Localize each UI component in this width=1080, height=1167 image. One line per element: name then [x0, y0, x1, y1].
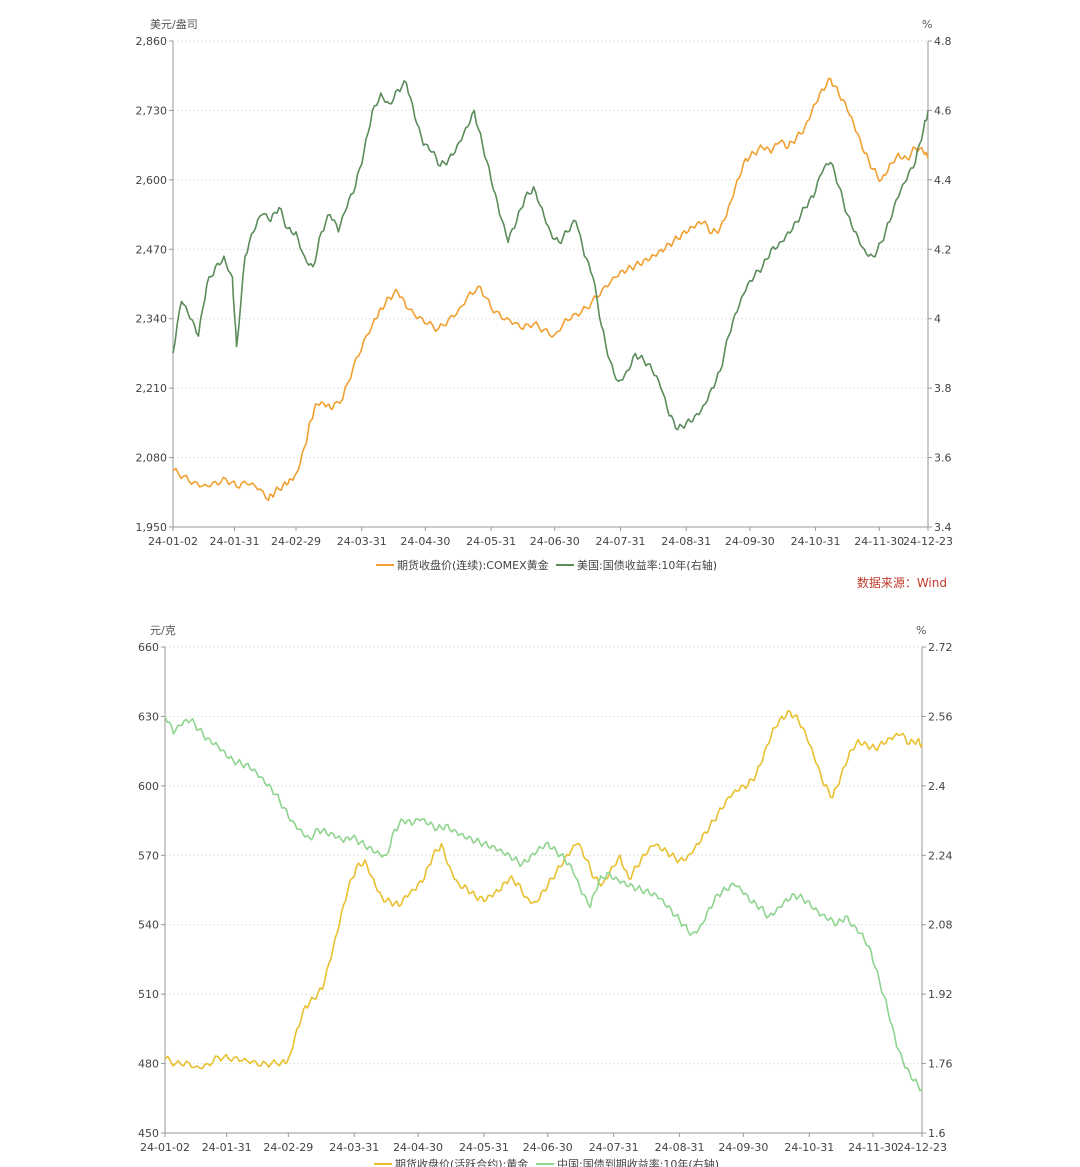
y-right-tick-label: 1.76: [928, 1058, 953, 1071]
x-tick-label: 24-01-31: [202, 1141, 252, 1154]
series-line-2: [172, 80, 929, 431]
y-right-tick-label: 1.92: [928, 988, 953, 1001]
y-left-tick-label: 540: [138, 919, 159, 932]
chart-1-gridlines: [173, 40, 928, 459]
y-right-tick-label: 4: [934, 313, 941, 326]
y-left-tick-label: 2,210: [136, 382, 168, 395]
legend-label-comex-gold: 期货收盘价(连续):COMEX黄金: [397, 558, 549, 572]
chart-2-x-ticks: 24-01-02 24-01-31 24-02-29 24-03-31 24-04-30…: [140, 1133, 947, 1154]
x-tick-label: 24-12-23: [897, 1141, 947, 1154]
legend-label-shfe-gold: 期货收盘价(活跃合约):黄金: [395, 1157, 528, 1167]
y-left-tick-label: 2,860: [136, 35, 168, 48]
chart-2-left-ticks: 450 480 510 540 570 600 630 660: [138, 641, 165, 1140]
chart-2-left-unit: 元/克: [150, 624, 176, 637]
x-tick-label: 24-02-29: [263, 1141, 313, 1154]
chart-1-left-unit: 美元/盎司: [150, 17, 198, 31]
chart-1-legend: 期货收盘价(连续):COMEX黄金 美国:国债收益率:10年(右轴): [376, 558, 717, 572]
x-tick-label: 24-09-30: [718, 1141, 768, 1154]
y-right-tick-label: 2.72: [928, 641, 953, 654]
x-tick-label: 24-06-30: [530, 535, 580, 548]
y-right-tick-label: 4.8: [934, 35, 952, 48]
y-left-tick-label: 660: [138, 641, 159, 654]
y-left-tick-label: 2,470: [136, 243, 168, 256]
chart-1-right-unit: %: [922, 18, 932, 31]
x-tick-label: 24-09-30: [725, 535, 775, 548]
x-tick-label: 24-01-02: [148, 535, 198, 548]
y-right-tick-label: 3.6: [934, 452, 952, 465]
chart-1: 美元/盎司 % 1,950 2,080 2,210 2,340 2,470 2,600 2,…: [136, 17, 953, 590]
series-line-1: [172, 77, 929, 502]
y-left-tick-label: 2,730: [136, 104, 168, 117]
chart-1-series: [172, 77, 929, 502]
y-left-tick-label: 1,950: [136, 521, 168, 534]
chart-1-x-ticks: 24-01-02 24-01-31 24-02-29 24-03-31 24-04-30…: [148, 527, 953, 548]
x-tick-label: 24-03-31: [337, 535, 387, 548]
x-tick-label: 24-11-30: [848, 1141, 898, 1154]
y-right-tick-label: 4.6: [934, 104, 952, 117]
legend-label-cn-10y: 中国:国债到期收益率:10年(右轴): [557, 1157, 719, 1167]
source-note: 数据来源：Wind: [857, 575, 947, 590]
x-tick-label: 24-11-30: [854, 535, 904, 548]
y-right-tick-label: 2.4: [928, 780, 946, 793]
y-left-tick-label: 450: [138, 1127, 159, 1140]
chart-1-right-ticks: 3.4 3.6 3.8 4 4.2 4.4 4.6 4.8: [928, 35, 952, 534]
x-tick-label: 24-04-30: [393, 1141, 443, 1154]
chart-2-right-unit: %: [916, 624, 926, 637]
y-right-tick-label: 4.2: [934, 243, 952, 256]
y-left-tick-label: 600: [138, 780, 159, 793]
x-tick-label: 24-04-30: [400, 535, 450, 548]
x-tick-label: 24-01-31: [210, 535, 260, 548]
x-tick-label: 24-02-29: [271, 535, 321, 548]
chart-2-legend: 期货收盘价(活跃合约):黄金 中国:国债到期收益率:10年(右轴): [374, 1157, 719, 1167]
y-right-tick-label: 1.6: [928, 1127, 946, 1140]
chart-2-series: [164, 709, 923, 1092]
series-line-2: [164, 716, 923, 1092]
x-tick-label: 24-10-31: [791, 535, 841, 548]
x-tick-label: 24-06-30: [523, 1141, 573, 1154]
series-line-1: [164, 709, 923, 1070]
y-right-tick-label: 2.24: [928, 849, 953, 862]
y-right-tick-label: 2.56: [928, 710, 953, 723]
chart-1-left-ticks: 1,950 2,080 2,210 2,340 2,470 2,600 2,730 2,860: [136, 35, 173, 534]
y-right-tick-label: 3.8: [934, 382, 952, 395]
x-tick-label: 24-07-31: [596, 535, 646, 548]
x-tick-label: 24-07-31: [589, 1141, 639, 1154]
chart-2-right-ticks: 1.6 1.76 1.92 2.08 2.24 2.4 2.56 2.72: [922, 641, 953, 1140]
x-tick-label: 24-05-31: [459, 1141, 509, 1154]
y-right-tick-label: 4.4: [934, 174, 952, 187]
legend-label-us-10y: 美国:国债收益率:10年(右轴): [577, 558, 717, 572]
y-right-tick-label: 2.08: [928, 919, 953, 932]
y-left-tick-label: 480: [138, 1058, 159, 1071]
chart-2-gridlines: [165, 646, 922, 1065]
y-left-tick-label: 2,080: [136, 452, 168, 465]
x-tick-label: 24-08-31: [661, 535, 711, 548]
y-right-tick-label: 3.4: [934, 521, 952, 534]
x-tick-label: 24-10-31: [784, 1141, 834, 1154]
y-left-tick-label: 510: [138, 988, 159, 1001]
y-left-tick-label: 2,600: [136, 174, 168, 187]
x-tick-label: 24-03-31: [329, 1141, 379, 1154]
x-tick-label: 24-08-31: [655, 1141, 705, 1154]
x-tick-label: 24-12-23: [903, 535, 953, 548]
y-left-tick-label: 2,340: [136, 313, 168, 326]
x-tick-label: 24-01-02: [140, 1141, 190, 1154]
x-tick-label: 24-05-31: [466, 535, 516, 548]
y-left-tick-label: 630: [138, 710, 159, 723]
y-left-tick-label: 570: [138, 849, 159, 862]
